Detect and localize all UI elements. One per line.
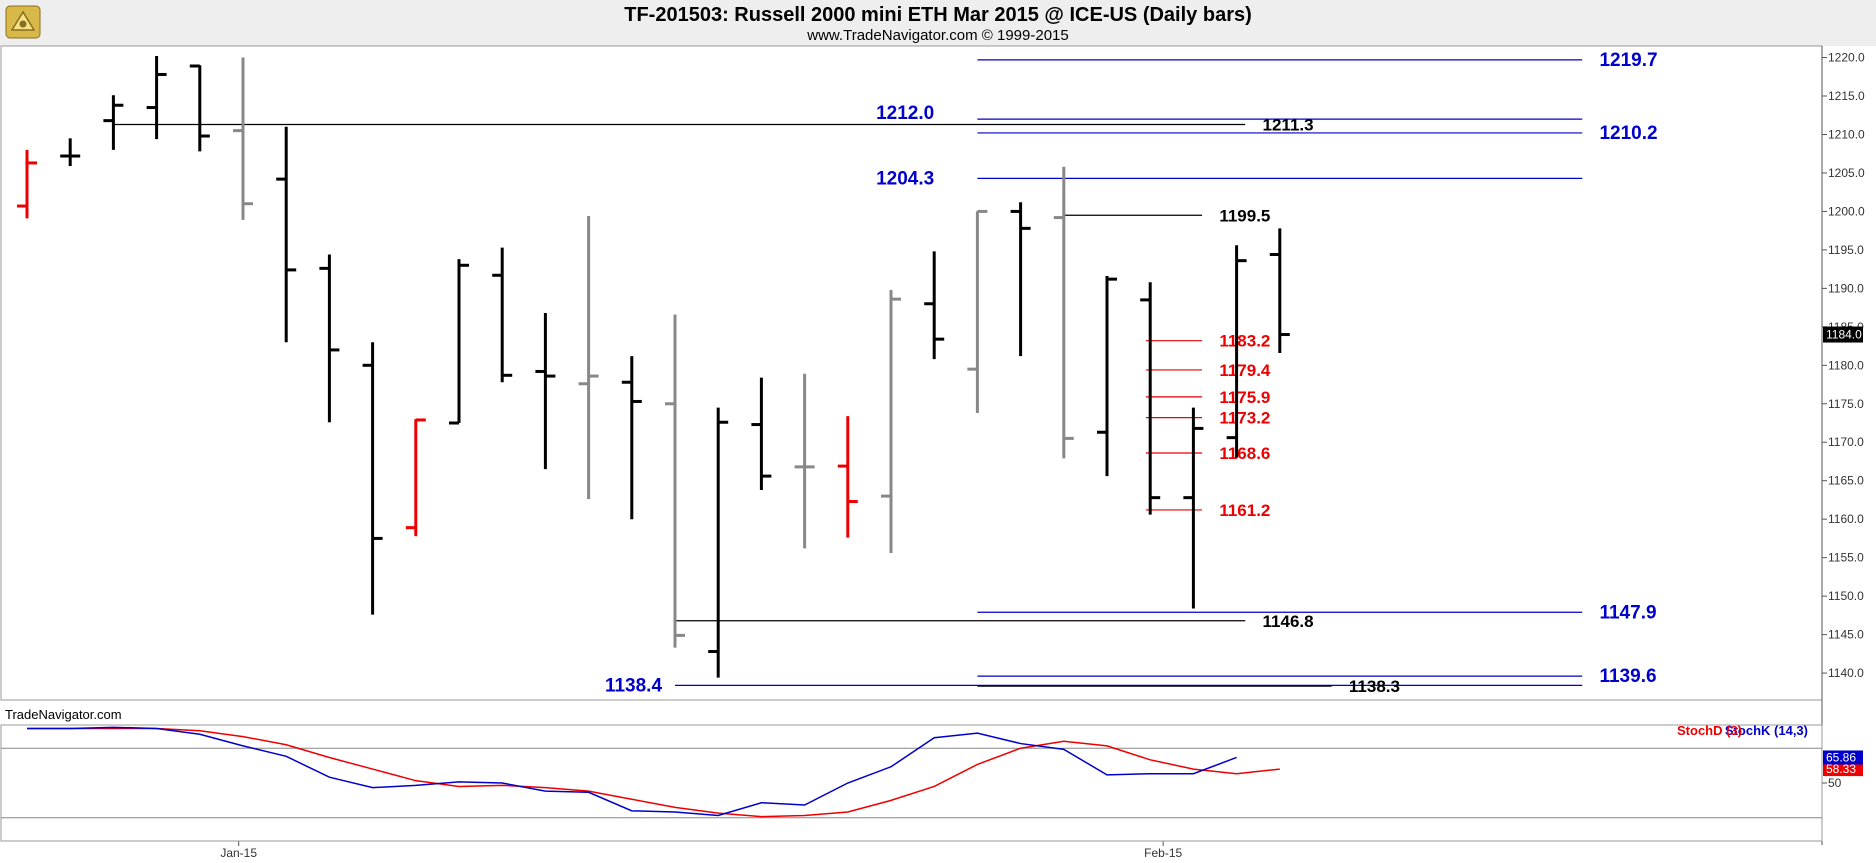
y-tick-label: 1140.0 bbox=[1828, 666, 1864, 680]
y-tick-label: 1180.0 bbox=[1828, 358, 1864, 372]
level-label: 1175.9 bbox=[1219, 388, 1270, 407]
y-tick-label: 1205.0 bbox=[1828, 166, 1865, 180]
level-label: 1168.6 bbox=[1219, 444, 1270, 463]
y-tick-label: 1170.0 bbox=[1828, 435, 1864, 449]
stoch-y-tick-label: 50 bbox=[1828, 776, 1842, 790]
last-price-label: 1184.0 bbox=[1826, 328, 1862, 342]
stoch-last-label: 65.86 bbox=[1826, 750, 1856, 764]
price-pane: 1140.0 1145.0 1150.0 1155.0 1160.0 1165.0 1170… bbox=[0, 45, 1865, 860]
header-band bbox=[0, 0, 1876, 46]
chart-subtitle: www.TradeNavigator.com © 1999-2015 bbox=[806, 27, 1068, 44]
pane-label: TradeNavigator.com bbox=[5, 707, 122, 722]
x-tick-label: Jan-15 bbox=[220, 846, 257, 860]
y-tick-label: 1215.0 bbox=[1828, 89, 1865, 103]
level-label: 1138.4 bbox=[605, 675, 662, 696]
stoch-last-box bbox=[1823, 762, 1863, 777]
chart-title: TF-201503: Russell 2000 mini ETH Mar 201… bbox=[624, 4, 1252, 26]
level-label: 1211.3 bbox=[1263, 115, 1314, 134]
legend-entry: StochK (14,3) bbox=[1725, 723, 1808, 738]
level-label: 1146.8 bbox=[1263, 612, 1314, 631]
x-tick-label: Feb-15 bbox=[1144, 846, 1182, 860]
stoch-last-box bbox=[1823, 750, 1863, 765]
y-tick-label: 1210.0 bbox=[1828, 127, 1865, 141]
level-label: 1183.2 bbox=[1219, 332, 1270, 351]
stoch-series-line bbox=[27, 726, 1237, 817]
y-tick-label: 1145.0 bbox=[1828, 628, 1864, 642]
y-tick-label: 1155.0 bbox=[1828, 551, 1864, 565]
last-price-box bbox=[1823, 326, 1863, 343]
y-tick-label: 1200.0 bbox=[1828, 204, 1865, 218]
y-tick-label: 1190.0 bbox=[1828, 281, 1864, 295]
y-tick-label: 1150.0 bbox=[1828, 589, 1864, 603]
level-label: 1161.2 bbox=[1219, 501, 1270, 520]
level-label: 1204.3 bbox=[876, 168, 934, 189]
y-tick-label: 1175.0 bbox=[1828, 397, 1864, 411]
logo-icon bbox=[5, 5, 41, 39]
y-tick-label: 1220.0 bbox=[1828, 51, 1865, 65]
stoch-last-label: 58.33 bbox=[1826, 762, 1856, 776]
level-label: 1199.5 bbox=[1219, 206, 1270, 225]
level-label: 1173.2 bbox=[1219, 409, 1270, 428]
level-label: 1212.0 bbox=[876, 103, 934, 124]
level-label: 1147.9 bbox=[1599, 602, 1656, 623]
y-tick-label: 1160.0 bbox=[1828, 512, 1864, 526]
stoch-series-line bbox=[27, 727, 1280, 818]
y-tick-label: 1165.0 bbox=[1828, 474, 1864, 488]
y-tick-label: 1195.0 bbox=[1828, 243, 1864, 257]
level-label: 1138.3 bbox=[1349, 677, 1400, 696]
level-label: 1210.2 bbox=[1599, 123, 1657, 144]
legend-entry: StochD (3) bbox=[1677, 723, 1742, 738]
level-label: 1179.4 bbox=[1219, 361, 1271, 380]
level-label: 1139.6 bbox=[1599, 666, 1656, 687]
level-label: 1219.7 bbox=[1599, 50, 1657, 71]
